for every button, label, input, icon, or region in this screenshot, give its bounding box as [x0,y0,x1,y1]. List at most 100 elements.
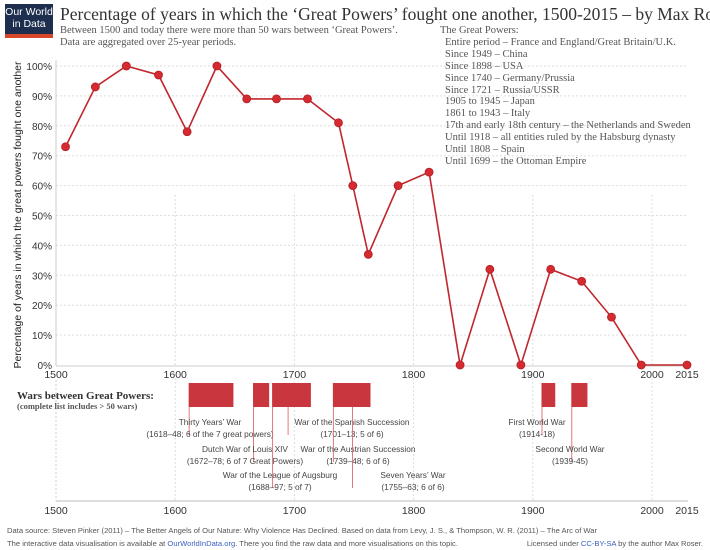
x-tick-label: 1800 [402,369,426,381]
war-name: Second World War [535,444,604,454]
data-point [154,70,163,80]
data-point [363,249,373,259]
data-point [303,94,312,104]
interactive-text: The interactive data visualisation is av… [7,539,168,548]
x-tick-label: 2000 [640,369,664,381]
war-detail: (1672–78; 6 of 7 Great Powers) [187,456,303,466]
war-detail: (1914-18) [519,429,555,439]
timeline-x-tick-label: 2000 [640,505,664,517]
data-point [424,167,434,177]
war-bar [188,383,234,407]
x-tick-label: 1500 [44,369,68,381]
war-bar [272,383,292,407]
data-point [212,61,222,71]
data-point [334,118,343,128]
war-detail: (1939-45) [552,456,588,466]
x-tick-label: 1600 [164,369,188,381]
data-source: Data source: Steven Pinker (2011) – The … [7,526,598,535]
logo-line2: in Data [12,18,46,30]
interactive-note: The interactive data visualisation is av… [7,539,458,548]
great-power-item: 17th and early 18th century – the Nether… [445,120,691,132]
war-name: War of the Austrian Succession [301,444,416,454]
subtitle-line: Data are aggregated over 25-year periods… [60,37,237,48]
great-power-item: 1861 to 1943 – Italy [445,108,531,120]
war-name: Dutch War of Louis XIV [202,444,288,454]
data-point [546,264,556,274]
war-name: First World War [508,417,565,427]
y-tick-label: 60% [32,182,52,193]
war-bar [253,383,270,407]
great-power-item: Entire period – France and England/Great… [445,36,676,48]
war-name: War of the League of Augsburg [223,470,338,480]
data-point [182,127,192,137]
timeline-x-tick-label: 1500 [44,505,68,517]
timeline-subtitle: (complete list includes > 50 wars) [17,401,137,411]
timeline-x-tick-label: 1900 [521,505,545,517]
war-name: Seven Years’ War [380,470,446,480]
great-power-item: Until 1808 – Spain [445,144,525,156]
y-tick-label: 20% [32,301,52,312]
war-bar [287,383,311,407]
data-point [121,61,131,71]
war-bar [351,383,371,407]
timeline-x-tick-label: 1700 [283,505,307,517]
data-point [272,94,281,104]
subtitle-line: Between 1500 and today there were more t… [60,25,398,36]
x-tick-label: 1700 [283,369,307,381]
y-tick-label: 70% [32,152,52,163]
war-bar [571,383,588,407]
x-tick-label: 1900 [521,369,545,381]
timeline-x-tick-label: 2015 [675,505,699,517]
y-tick-label: 90% [32,92,52,103]
war-name: Thirty Years’ War [179,417,242,427]
y-axis-label: Percentage of years in which the great p… [12,61,24,369]
great-power-item: Until 1918 – all entities ruled by the H… [445,132,676,144]
owid-link[interactable]: OurWorldInData.org [167,539,236,548]
data-point [61,142,70,152]
chart-title: Percentage of years in which the ‘Great … [60,4,710,24]
y-tick-label: 10% [32,331,52,342]
data-point [577,276,587,286]
war-bar [541,383,556,407]
y-tick-label: 50% [32,212,52,223]
great-power-item: Since 1949 – China [445,48,528,60]
owid-logo: Our World in Data [5,4,53,38]
data-point [348,181,358,191]
war-bar [332,383,353,407]
license-note: Licensed under CC-BY-SA by the author Ma… [527,539,703,548]
y-tick-label: 80% [32,122,52,133]
license-text: Licensed under [526,539,581,548]
timeline-x-tick-label: 1600 [164,505,188,517]
timeline-title: Wars between Great Powers: [17,390,154,402]
y-tick-label: 0% [38,361,53,372]
data-point [485,264,495,274]
great-power-item: Since 1721 – Russia/USSR [445,84,560,96]
war-detail: (1739–48; 6 of 6) [326,456,389,466]
war-detail: (1755–63; 6 of 6) [381,482,444,492]
great-power-item: Since 1898 – USA [445,60,524,72]
great-power-item: 1905 to 1945 – Japan [445,96,535,108]
license-text-end: by the author Max Roser. [616,539,703,548]
data-point [455,360,465,370]
chart-subtitle: Between 1500 and today there were more t… [60,25,398,49]
y-tick-label: 40% [32,241,52,252]
great-powers-heading: The Great Powers: [440,25,519,36]
logo-line1: Our World [5,6,53,18]
data-point [90,82,100,92]
license-link[interactable]: CC-BY-SA [580,539,617,548]
data-point [636,360,646,370]
great-power-item: Since 1740 – Germany/Prussia [445,72,575,84]
data-point [682,360,692,370]
great-powers-list: The Great Powers: Entire period – France… [440,25,691,168]
interactive-text-end: . There you find the raw data and more v… [235,539,458,548]
data-point [607,312,616,322]
y-tick-label: 30% [32,271,52,282]
data-point [516,360,526,370]
series-line [64,64,687,368]
y-tick-label: 100% [26,62,52,73]
timeline-x-tick-label: 1800 [402,505,426,517]
war-detail: (1618–48; 6 of the 7 great powers) [146,429,274,439]
data-point [242,94,252,104]
war-detail: (1688–97; 5 of 7) [248,482,311,492]
